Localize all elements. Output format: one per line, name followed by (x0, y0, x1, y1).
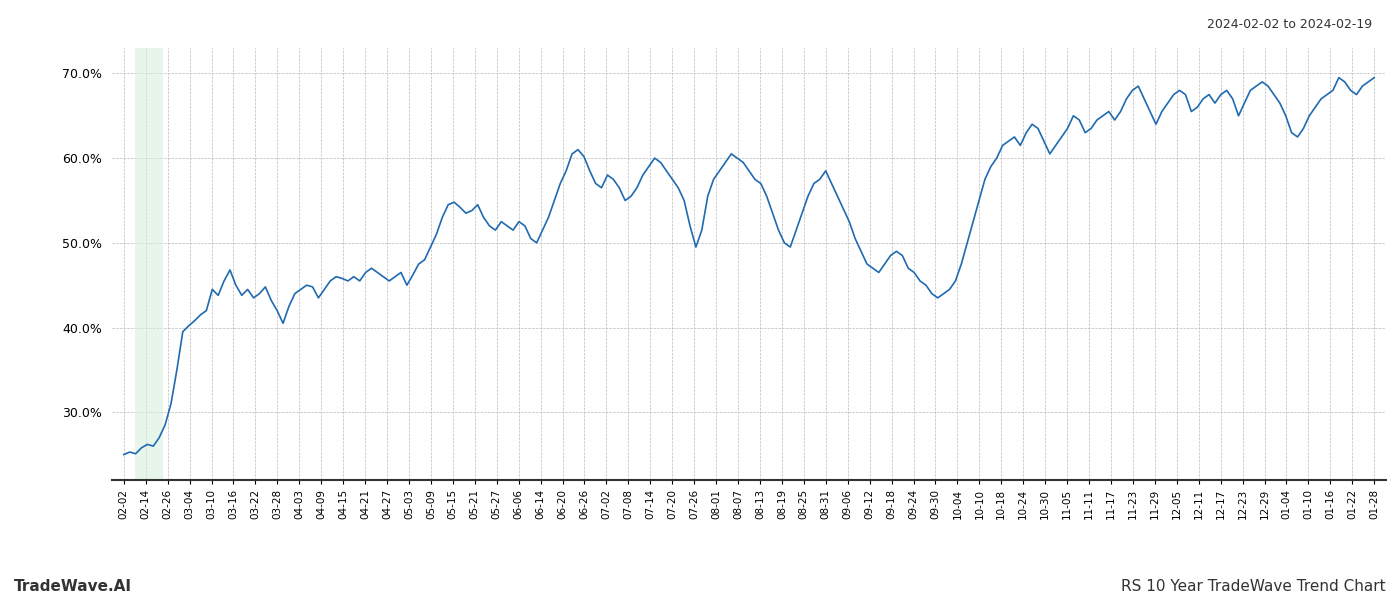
Bar (134, 48, 164, 480)
Text: 2024-02-02 to 2024-02-19: 2024-02-02 to 2024-02-19 (1207, 18, 1372, 31)
Text: RS 10 Year TradeWave Trend Chart: RS 10 Year TradeWave Trend Chart (1121, 579, 1386, 594)
Text: TradeWave.AI: TradeWave.AI (14, 579, 132, 594)
